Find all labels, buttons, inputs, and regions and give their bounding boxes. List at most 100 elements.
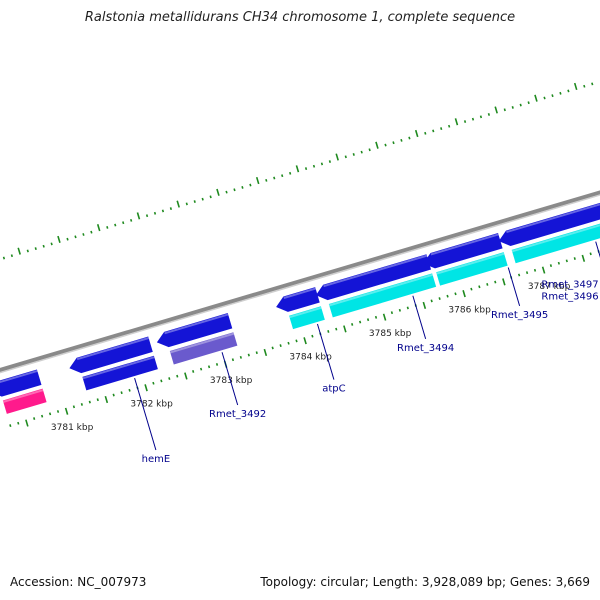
outer-major-tick <box>295 165 300 173</box>
scale-minor-tick <box>247 353 250 357</box>
outer-minor-tick <box>90 230 93 234</box>
gene-feature-highlight <box>436 252 505 275</box>
gene-track <box>0 198 600 414</box>
scale-minor-tick <box>207 365 211 369</box>
scale-minor-tick <box>446 294 449 298</box>
gene-feature[interactable] <box>289 306 325 330</box>
scale-minor-tick <box>366 318 370 322</box>
outer-minor-tick <box>34 247 37 251</box>
outer-minor-tick <box>82 233 85 236</box>
outer-minor-tick <box>543 96 546 100</box>
scale-major-tick <box>422 301 427 309</box>
scale-major-tick <box>462 290 466 298</box>
gene-feature[interactable] <box>2 388 47 414</box>
scale-minor-tick <box>438 297 441 300</box>
outer-minor-tick <box>392 141 395 145</box>
outer-minor-tick <box>511 105 514 109</box>
outer-minor-tick <box>360 150 363 154</box>
scale-minor-tick <box>112 393 115 397</box>
outer-minor-tick <box>122 221 125 225</box>
scale-minor-tick <box>231 358 235 362</box>
scale-major-tick <box>144 384 148 392</box>
outer-tick-ring <box>2 82 594 260</box>
outer-minor-tick <box>527 101 530 105</box>
scale-label: 3782 kbp <box>130 399 173 409</box>
gene-feature[interactable] <box>82 355 158 391</box>
gene-label-leader <box>221 352 239 406</box>
scale-minor-tick <box>33 417 36 420</box>
scale-minor-tick <box>533 268 537 272</box>
scale-minor-tick <box>573 257 576 260</box>
scale-major-tick <box>303 337 307 345</box>
outer-major-tick <box>454 118 459 126</box>
outer-minor-tick <box>448 124 451 128</box>
outer-minor-tick <box>2 256 6 260</box>
scale-minor-tick <box>398 308 401 312</box>
outer-minor-tick <box>265 178 268 182</box>
gene-feature-highlight <box>169 332 235 354</box>
scale-labels: 3781 kbp 3782 kbp 3783 kbp 3784 kbp 3785 kbp… <box>51 282 571 433</box>
gene-feature-highlight <box>283 287 316 299</box>
scale-major-tick <box>581 254 586 262</box>
gene-feature[interactable] <box>498 198 600 246</box>
outer-major-tick <box>176 200 180 208</box>
gene-feature[interactable] <box>0 369 42 397</box>
scale-minor-tick <box>478 285 481 289</box>
scale-minor-tick <box>279 344 282 348</box>
scale-minor-tick <box>255 351 258 355</box>
scale-minor-tick <box>215 363 219 366</box>
outer-major-tick <box>494 106 498 114</box>
scale-minor-tick <box>160 379 163 383</box>
gene-feature[interactable] <box>156 313 233 348</box>
outer-major-tick <box>57 235 61 243</box>
outer-minor-tick <box>344 155 347 159</box>
scale-minor-tick <box>40 414 44 418</box>
scale-minor-tick <box>199 367 203 371</box>
gene-label[interactable]: Rmet_3496 <box>541 292 598 303</box>
outer-minor-tick <box>503 108 506 112</box>
gene-feature[interactable] <box>436 252 508 286</box>
scale-minor-tick <box>454 292 457 296</box>
gene-feature[interactable] <box>423 233 503 269</box>
scale-minor-tick <box>390 311 394 315</box>
outer-minor-tick <box>559 91 562 95</box>
gene-feature[interactable] <box>511 217 600 264</box>
summary-text: Topology: circular; Length: 3,928,089 bp… <box>260 575 590 589</box>
scale-minor-tick <box>17 421 20 425</box>
outer-minor-tick <box>312 164 316 168</box>
scale-label: 3784 kbp <box>289 352 332 362</box>
scale-label: 3787 kbp <box>528 282 571 292</box>
gene-feature[interactable] <box>276 287 320 312</box>
gene-feature-highlight <box>76 337 149 361</box>
gene-feature-highlight <box>506 203 600 234</box>
scale-minor-tick <box>9 424 12 428</box>
gene-label[interactable]: atpC <box>322 384 345 395</box>
map-title: Ralstonia metallidurans CH34 chromosome … <box>84 10 516 25</box>
gene-label-leader <box>134 377 157 451</box>
outer-minor-tick <box>153 211 157 215</box>
gene-label[interactable]: Rmet_3495 <box>491 310 548 321</box>
gene-feature-highlight <box>328 273 433 307</box>
outer-minor-tick <box>145 214 149 218</box>
gene-label[interactable]: Rmet_3497 <box>541 280 598 291</box>
scale-minor-tick <box>152 381 155 385</box>
gene-label[interactable]: Rmet_3492 <box>209 409 266 420</box>
scale-minor-tick <box>517 273 521 277</box>
gene-label[interactable]: hemE <box>142 454 171 465</box>
scale-minor-tick <box>557 261 560 265</box>
outer-minor-tick <box>281 174 284 178</box>
outer-minor-tick <box>66 237 69 241</box>
gene-label[interactable]: Rmet_3494 <box>397 343 454 354</box>
outer-minor-tick <box>289 171 292 175</box>
outer-major-tick <box>534 94 538 102</box>
backbone-layer <box>0 190 600 374</box>
outer-minor-tick <box>400 138 403 142</box>
gene-feature[interactable] <box>69 336 153 374</box>
outer-minor-tick <box>74 235 77 239</box>
gene-feature[interactable] <box>315 254 432 301</box>
scale-minor-tick <box>525 271 529 275</box>
gene-feature[interactable] <box>169 332 238 365</box>
gene-feature[interactable] <box>328 273 437 318</box>
scale-major-tick <box>382 313 387 321</box>
